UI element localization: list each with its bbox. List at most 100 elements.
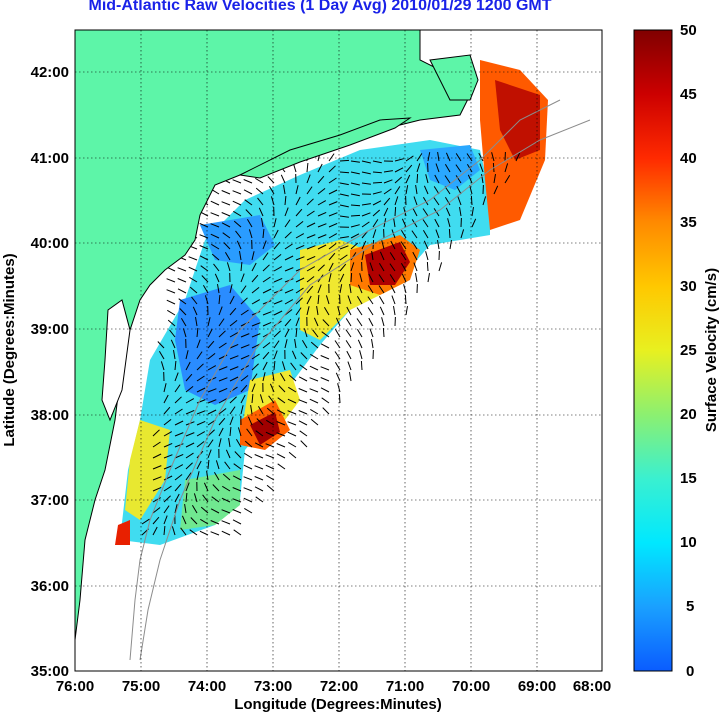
velocity-arrow	[320, 343, 330, 349]
velocity-arrow	[207, 353, 216, 360]
velocity-arrow	[328, 243, 337, 250]
velocity-arrow	[416, 173, 419, 184]
velocity-arrow	[245, 209, 253, 217]
velocity-arrow	[346, 350, 352, 360]
velocity-arrow	[215, 460, 220, 470]
velocity-arrow	[288, 441, 297, 448]
velocity-arrow	[306, 245, 316, 250]
velocity-arrow	[240, 384, 248, 393]
velocity-arrow	[284, 231, 292, 239]
velocity-arrow	[166, 289, 176, 294]
velocity-arrow	[251, 333, 261, 338]
velocity-arrow	[321, 397, 330, 404]
velocity-arrow	[196, 387, 206, 393]
velocity-arrow	[157, 341, 165, 349]
velocity-arrow	[361, 251, 365, 261]
velocity-arrow	[246, 219, 253, 228]
velocity-arrow	[401, 218, 407, 228]
velocity-arrow	[369, 262, 374, 272]
velocity-arrow	[262, 351, 270, 360]
velocity-arrow	[232, 487, 242, 492]
velocity-arrow	[306, 276, 315, 283]
velocity-arrow	[237, 427, 242, 437]
velocity-arrow	[334, 362, 341, 371]
velocity-arrow	[390, 240, 396, 250]
velocity-arrow	[383, 207, 389, 217]
velocity-arrow	[405, 174, 411, 184]
velocity-arrow	[338, 393, 341, 404]
velocity-arrow	[339, 254, 348, 261]
velocity-arrow	[322, 407, 330, 415]
velocity-arrow	[233, 529, 242, 536]
velocity-arrow	[232, 475, 242, 481]
velocity-arrow	[434, 218, 440, 228]
velocity-arrow	[188, 256, 198, 261]
velocity-arrow	[200, 506, 209, 514]
velocity-arrow	[493, 174, 496, 184]
velocity-arrow	[466, 153, 473, 162]
velocity-arrow	[361, 203, 371, 206]
velocity-arrow	[273, 229, 279, 239]
velocity-arrow	[317, 211, 327, 217]
velocity-arrow	[167, 319, 176, 327]
velocity-arrow	[322, 319, 330, 327]
velocity-arrow	[174, 443, 184, 448]
velocity-arrow	[389, 252, 396, 261]
velocity-arrow	[455, 153, 462, 162]
velocity-arrow	[456, 185, 462, 195]
velocity-arrow	[193, 493, 198, 503]
velocity-arrow	[229, 307, 237, 316]
velocity-arrow	[345, 340, 352, 349]
velocity-arrow	[334, 328, 341, 338]
velocity-arrow	[350, 182, 360, 186]
velocity-arrow	[372, 160, 382, 164]
velocity-arrow	[284, 318, 292, 327]
velocity-arrow	[196, 410, 206, 415]
velocity-arrow	[185, 472, 192, 481]
velocity-arrow	[240, 309, 249, 316]
velocity-arrow	[218, 294, 221, 305]
velocity-arrow	[166, 278, 176, 283]
velocity-arrow	[262, 276, 271, 283]
velocity-arrow	[254, 454, 264, 459]
velocity-arrow	[170, 339, 176, 349]
velocity-arrow	[276, 421, 286, 426]
velocity-arrow	[152, 429, 160, 437]
colorbar-tick: 0	[686, 663, 694, 680]
velocity-arrow	[273, 277, 283, 283]
velocity-arrow	[273, 254, 282, 261]
velocity-arrow	[299, 364, 308, 371]
lat-tick-label: 38:00	[31, 407, 69, 424]
velocity-arrow	[367, 285, 374, 294]
velocity-arrow	[350, 262, 355, 272]
velocity-arrow	[335, 317, 341, 327]
velocity-arrow	[328, 153, 335, 162]
velocity-arrow	[393, 218, 396, 228]
velocity-arrow	[251, 322, 261, 327]
velocity-arrow	[217, 284, 220, 294]
velocity-arrow	[287, 398, 297, 404]
velocity-arrow	[218, 377, 228, 382]
velocity-arrow	[229, 376, 239, 382]
lon-tick-label: 68:00	[573, 678, 611, 695]
velocity-arrow	[221, 201, 231, 206]
velocity-arrow	[229, 332, 239, 338]
velocity-arrow	[229, 396, 237, 404]
velocity-arrow	[356, 307, 363, 316]
velocity-arrow	[244, 440, 253, 448]
velocity-arrow	[229, 406, 236, 415]
velocity-arrow	[201, 275, 209, 283]
velocity-arrow	[412, 251, 418, 261]
velocity-arrow	[320, 387, 330, 393]
velocity-arrow	[317, 294, 320, 305]
velocity-arrow	[240, 354, 250, 360]
velocity-arrow	[185, 386, 194, 393]
velocity-arrow	[225, 449, 231, 459]
velocity-arrow	[174, 384, 181, 393]
velocity-arrow	[174, 474, 183, 481]
velocity-arrow	[262, 372, 266, 382]
velocity-arrow	[361, 240, 367, 250]
velocity-arrow	[235, 230, 242, 239]
velocity-arrow	[449, 240, 452, 250]
